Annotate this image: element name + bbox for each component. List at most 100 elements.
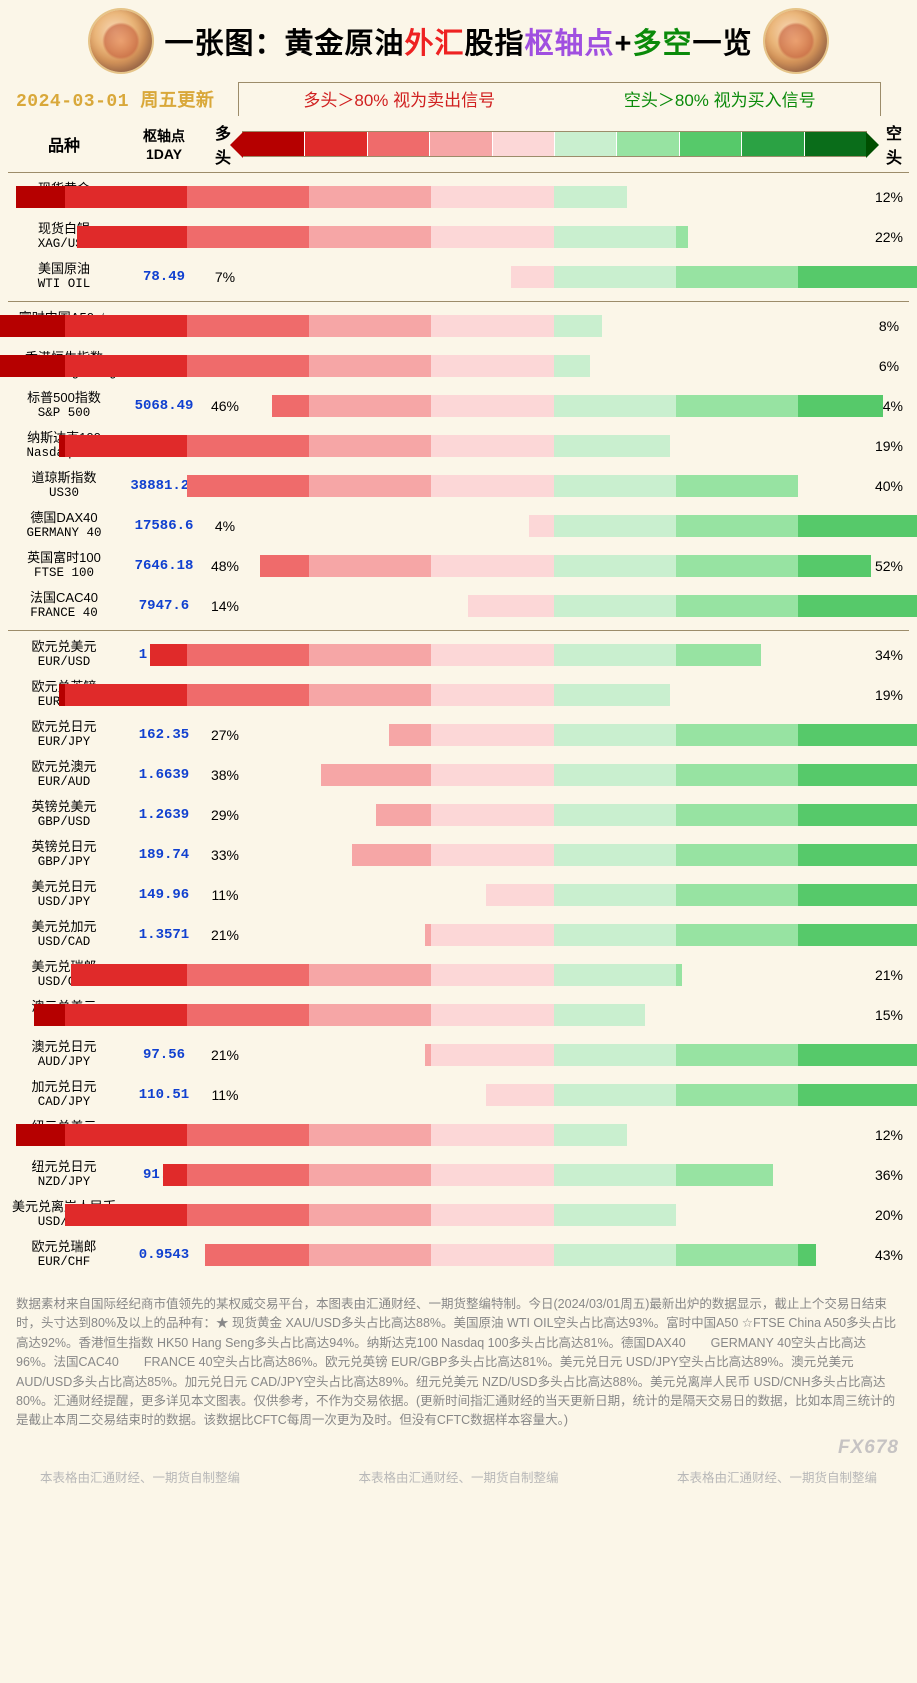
short-pct: 8% <box>869 318 909 334</box>
bar-segment <box>431 226 553 248</box>
bar-segment <box>65 684 187 706</box>
sentiment-bar <box>248 315 859 337</box>
data-row: 标普500指数S&P 5005068.4946%54% <box>8 386 909 426</box>
short-pct: 12% <box>869 189 909 205</box>
bar-segment <box>309 1204 431 1226</box>
bar-segment <box>431 355 553 377</box>
bar-segment <box>798 555 871 577</box>
watermark-3: 本表格由汇通财经、一期货自制整编 <box>677 1467 877 1486</box>
instrument-name: 欧元兑澳元EUR/AUD <box>8 759 120 791</box>
long-pct: 27% <box>208 727 242 743</box>
sentiment-bar <box>248 644 859 666</box>
bar-segment <box>554 1244 676 1266</box>
page-title: 一张图：黄金原油外汇股指枢轴点+多空一览 <box>164 20 752 62</box>
short-pct: 21% <box>869 967 909 983</box>
instrument-name: 德国DAX40GERMANY 40 <box>8 510 120 542</box>
bar-segment <box>676 1244 798 1266</box>
long-pct: 11% <box>208 1087 242 1103</box>
bar-segment <box>431 1044 553 1066</box>
short-pct: 19% <box>869 438 909 454</box>
bar-segment <box>205 1244 309 1266</box>
bar-segment <box>676 884 798 906</box>
title-p6: 多空 <box>632 28 692 60</box>
bar-segment <box>65 355 187 377</box>
bar-segment <box>431 724 553 746</box>
sentiment-bar <box>248 226 859 248</box>
data-row: 美元兑日元USD/JPY149.9611%89% <box>8 875 909 915</box>
page-root: 一张图：黄金原油外汇股指枢轴点+多空一览 2024-03-01 周五更新 多头＞… <box>0 0 917 1500</box>
bar-segment <box>798 1044 917 1066</box>
bar-segment <box>554 764 676 786</box>
instrument-name: 纽元兑日元NZD/JPY <box>8 1159 120 1191</box>
bar-segment <box>309 355 431 377</box>
footer-text: 数据素材来自国际经纪商市值领先的某权威交易平台，本图表由汇通财经、一期货整编特制… <box>0 1285 917 1437</box>
bar-segment <box>389 724 432 746</box>
bar-segment <box>431 764 553 786</box>
bar-segment <box>798 595 917 617</box>
bar-segment <box>431 1164 553 1186</box>
data-row: 德国DAX40GERMANY 4017586.64%96% <box>8 506 909 546</box>
data-row: 欧元兑英镑EUR/GBP0.855981%19% <box>8 675 909 715</box>
instrument-name: 英国富时100FTSE 100 <box>8 550 120 582</box>
instrument-name: 美元兑加元USD/CAD <box>8 919 120 951</box>
title-p5: + <box>615 28 633 60</box>
sentiment-bar <box>248 764 859 786</box>
bar-segment <box>676 644 762 666</box>
sentiment-bar <box>248 435 859 457</box>
bar-segment <box>431 555 553 577</box>
bar-segment <box>0 315 65 337</box>
pivot-value: 7646.18 <box>120 558 208 574</box>
data-row: 英镑兑美元GBP/USD1.263929%71% <box>8 795 909 835</box>
header: 一张图：黄金原油外汇股指枢轴点+多空一览 <box>0 0 917 80</box>
bar-segment <box>431 315 553 337</box>
bar-segment <box>554 435 670 457</box>
short-pct: 52% <box>869 558 909 574</box>
bar-segment <box>187 1204 309 1226</box>
data-row: 澳元兑日元AUD/JPY97.5621%79% <box>8 1035 909 1075</box>
data-row: 法国CAC40FRANCE 407947.614%86% <box>8 586 909 626</box>
bar-segment <box>309 684 431 706</box>
bar-segment <box>798 764 917 786</box>
pivot-value: 7947.6 <box>120 598 208 614</box>
ornament-left-icon <box>90 10 152 72</box>
watermark-1: 本表格由汇通财经、一期货自制整编 <box>40 1467 240 1486</box>
bar-segment <box>431 395 553 417</box>
bar-segment <box>554 1204 676 1226</box>
bar-segment <box>798 884 917 906</box>
pivot-value: 97.56 <box>120 1047 208 1063</box>
data-row: 英国富时100FTSE 1007646.1848%52% <box>8 546 909 586</box>
data-row: 英镑兑日元GBP/JPY189.7433%67% <box>8 835 909 875</box>
data-row: 香港恒生指数HK50 Hang Seng16545.4694%6% <box>8 346 909 386</box>
long-pct: 38% <box>208 767 242 783</box>
bar-segment <box>309 226 431 248</box>
bar-segment <box>554 644 676 666</box>
legend-short: 空头＞80% 视为买入信号 <box>624 86 816 111</box>
pivot-value: 149.96 <box>120 887 208 903</box>
data-row: 欧元兑澳元EUR/AUD1.663938%62% <box>8 755 909 795</box>
bar-segment <box>77 226 187 248</box>
pivot-value: 189.74 <box>120 847 208 863</box>
bar-segment <box>309 644 431 666</box>
bar-segment <box>431 435 553 457</box>
bar-segment <box>309 186 431 208</box>
data-row: 道琼斯指数US3038881.2660%40% <box>8 466 909 506</box>
sentiment-bar <box>248 1044 859 1066</box>
sentiment-bar <box>248 724 859 746</box>
short-pct: 22% <box>869 229 909 245</box>
pivot-value: 5068.49 <box>120 398 208 414</box>
bar-segment <box>554 924 676 946</box>
title-p7: 一览 <box>693 28 753 60</box>
bar-segment <box>676 844 798 866</box>
bar-segment <box>554 555 676 577</box>
sentiment-bar <box>248 844 859 866</box>
title-pre: 一张图： <box>164 28 284 60</box>
gradient-cell <box>430 132 492 156</box>
data-body: 现货黄金XAU/USD2050.0388%12%现货白银XAG/USD22.79… <box>0 173 917 1279</box>
bar-segment <box>554 804 676 826</box>
sentiment-bar <box>248 684 859 706</box>
bar-segment <box>309 1004 431 1026</box>
title-p4: 枢轴点 <box>525 28 615 60</box>
bar-segment <box>65 186 187 208</box>
bar-segment <box>187 1124 309 1146</box>
bar-segment <box>187 1164 309 1186</box>
